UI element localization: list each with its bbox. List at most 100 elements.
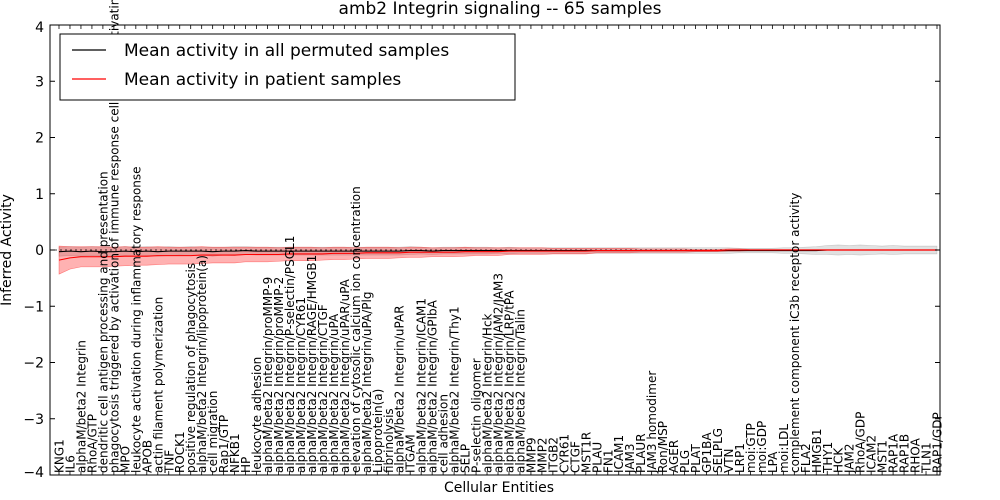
x-tick-label: elevation of cytosolic calcium ion conce…: [349, 186, 363, 473]
x-tick-label: RAP1A: [887, 433, 901, 473]
x-tick-label: leukocyte activation during inflammatory…: [129, 166, 143, 473]
x-tick-label: RhoA/GTP: [85, 414, 99, 473]
x-tick-label: Lipoprotein(a): [371, 389, 385, 473]
x-tick-label: alphaM/beta2 Integrin/RAGE/HMGB1: [305, 255, 319, 473]
legend-box: [59, 33, 516, 101]
x-tick-label: GP1BA: [700, 432, 714, 473]
x-tick-label: FN1: [601, 449, 615, 473]
x-tick-label: leukocyte adhesion: [250, 357, 264, 473]
x-tick-label: alphaM/beta2 Integrin/uPAR/uPA: [338, 278, 352, 473]
x-tick-label: VTN: [722, 448, 736, 473]
chart-title: amb2 Integrin signaling -- 65 samples: [339, 0, 662, 19]
legend-label-permuted: Mean activity in all permuted samples: [124, 41, 449, 61]
y-tick-label: 1: [35, 187, 44, 203]
series-line-patient: [58, 249, 937, 261]
legend: Mean activity in all permuted samples Me…: [59, 33, 516, 101]
x-tick-label: IL6: [63, 455, 77, 473]
y-tick-label: −4: [23, 465, 44, 481]
y-tick-label: −2: [23, 356, 44, 372]
x-tick-label: JAM2: [843, 443, 857, 474]
x-tick-label: SELP: [459, 444, 473, 473]
x-tick-label: JAM3: [623, 443, 637, 474]
x-tick-label: FLA2: [799, 443, 813, 473]
x-tick-label: TNF: [162, 450, 176, 474]
x-tick-label: HCK: [832, 447, 846, 473]
x-tick-label: RAP1B: [898, 434, 912, 473]
y-tick-label: 3: [35, 74, 44, 90]
x-tick-label: alphaM/beta2 Integrin/uPA/Plg: [360, 292, 374, 473]
x-tick-label: cell adhesion: [437, 394, 451, 473]
x-tick-label: fibrinolysis: [382, 408, 396, 473]
x-tick-label: RhoA/GDP: [854, 412, 868, 473]
x-tick-label: THY1: [821, 442, 835, 474]
x-tick-label: P-selectin oligomer: [470, 358, 484, 473]
x-tick-label: alphaM/beta2 Integrin/uPA: [327, 313, 341, 473]
x-tick-label: JAM3 homodimer: [645, 371, 659, 474]
x-tick-label: positive regulation of phagocytosis: [184, 263, 198, 473]
x-tick-label: ITGAM: [404, 434, 418, 473]
y-axis: −4 −3 −2 −1 0 1 2 3 4: [23, 20, 940, 481]
series-lines: [58, 249, 937, 261]
x-tick-label: MMP2: [535, 437, 549, 473]
band-patient: [58, 245, 938, 275]
x-tick-label: MST1R: [579, 432, 593, 473]
x-tick-label: PLAU: [590, 442, 604, 473]
x-tick-label: MST1: [876, 440, 890, 473]
x-tick-label: ICAM2: [865, 435, 879, 473]
series-line-permuted: [58, 249, 937, 253]
x-tick-label: moi:GTP: [744, 423, 758, 473]
x-tick-label: moi:GDP: [755, 421, 769, 473]
x-tick-label: alphaM/beta2 Integrin/lipoprotein(a): [195, 255, 209, 473]
x-tick-label: dendritic cell antigen processing and pr…: [96, 171, 110, 473]
x-tick-label: alphaM/beta2 Integrin/Talin: [513, 309, 527, 473]
x-tick-label: TLN1: [920, 442, 934, 474]
x-tick-label: ROCK1: [173, 431, 187, 473]
x-tick-label: KNG1: [53, 439, 67, 473]
x-tick-label: alphaM/beta2 Integrin/CTGF: [316, 304, 330, 473]
x-tick-label: HP: [239, 457, 253, 473]
x-tick-label: complement component iC3b receptor activ…: [788, 193, 802, 473]
x-tick-label: alphaM/beta2 Integrin/CYR61: [294, 297, 308, 473]
x-tick-label: PLAT: [689, 444, 703, 473]
x-tick-label: alphaM/beta2 Integrin/GPIbA: [426, 299, 440, 473]
x-tick-label: PLG: [678, 450, 692, 473]
x-tick-label: MMP9: [524, 437, 538, 473]
x-tick-label: RHOA: [909, 437, 923, 473]
x-tick-label: alphaM/beta2 Integrin/uPAR: [393, 305, 407, 473]
x-tick-label: alphaM/beta2 Integrin/Thy1: [448, 306, 462, 473]
x-tick-label: RAP1/GDP: [931, 412, 945, 473]
x-tick-label: alphaM/beta2 Integrin/ICAM1: [415, 298, 429, 473]
x-tick-label: actin filament polymerization: [151, 297, 165, 473]
x-tick-label: CYR61: [557, 434, 571, 473]
x-tick-label: LPA: [766, 451, 780, 473]
x-tick-label: alphaM/beta2 Integrin/LRP/tPA: [502, 290, 516, 473]
y-tick-label: 4: [35, 20, 44, 36]
y-tick-label: −3: [23, 412, 44, 428]
x-tick-label: NFKB1: [228, 433, 242, 473]
x-tick-label: LRP1: [733, 443, 747, 473]
x-tick-label: AGER: [667, 440, 681, 473]
x-tick-label: moi:LDL: [777, 424, 791, 473]
x-tick-label: CTGF: [568, 441, 582, 473]
x-tick-label: alphaM/beta2 Integrin/proMMP-2: [272, 277, 286, 473]
y-tick-label: 2: [35, 131, 44, 147]
y-tick-label: −1: [23, 299, 44, 315]
x-tick-label: MPO: [118, 446, 132, 473]
x-tick-label: PLAUR: [634, 433, 648, 473]
x-tick-label: ITGB2: [546, 437, 560, 473]
x-tick-label: cell migration: [206, 391, 220, 473]
x-tick-label: alphaM/beta2 Integrin/P-selectin/PSGL1: [283, 236, 297, 473]
x-tick-label: alphaM/beta2 Integrin/Hck: [481, 313, 495, 473]
x-axis-label: Cellular Entities: [444, 480, 554, 496]
x-tick-label: ICAM1: [612, 435, 626, 473]
x-tick-label: APOB: [140, 440, 154, 473]
legend-label-patient: Mean activity in patient samples: [124, 70, 401, 90]
x-tick-label: alphaM/beta2 Integrin/JAM2/JAM3: [492, 273, 506, 473]
y-axis-label: Inferred Activity: [0, 194, 15, 306]
x-axis: [58, 25, 938, 475]
y-tick-label: 0: [35, 243, 44, 259]
x-tick-label: Rap1/GTP: [217, 415, 231, 473]
x-tick-label: SELPLG: [711, 428, 725, 473]
